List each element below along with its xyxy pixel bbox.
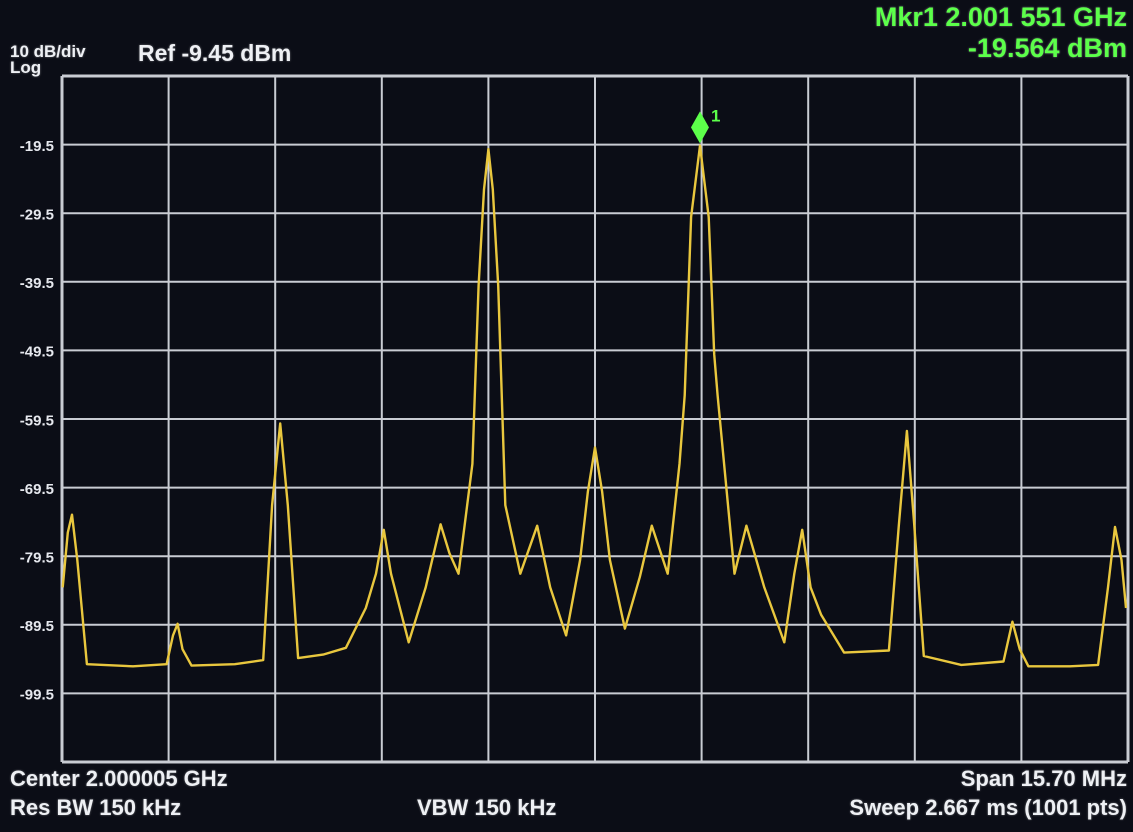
scale-mode: Log	[10, 58, 42, 77]
marker-number: 1	[711, 106, 720, 125]
y-tick-label: -99.5	[20, 687, 54, 704]
y-tick-label: -69.5	[20, 481, 54, 498]
video-bandwidth: VBW 150 kHz	[417, 795, 557, 820]
center-frequency: Center 2.000005 GHz	[10, 766, 228, 791]
y-tick-label: -29.5	[20, 207, 54, 224]
y-tick-label: -79.5	[20, 550, 54, 567]
y-tick-label: -19.5	[20, 138, 54, 155]
marker-frequency-readout: Mkr1 2.001 551 GHz	[874, 2, 1127, 32]
scale-per-div: 10 dB/div	[10, 42, 86, 61]
marker-amplitude-readout: -19.564 dBm	[967, 33, 1127, 63]
y-tick-label: -49.5	[20, 344, 54, 361]
scale-label: 10 dB/div Log	[10, 42, 86, 77]
resolution-bandwidth: Res BW 150 kHz	[10, 795, 182, 820]
sweep-time: Sweep 2.667 ms (1001 pts)	[849, 795, 1127, 820]
y-tick-label: -59.5	[20, 412, 54, 429]
y-tick-labels: -19.5 -29.5 -39.5 -49.5 -59.5 -69.5 -79.5 -89.5…	[20, 138, 54, 704]
marker-1: 1	[690, 106, 720, 144]
reference-level: Ref -9.45 dBm	[138, 40, 292, 66]
grid	[60, 74, 1130, 764]
spectrum-trace	[61, 144, 1128, 668]
marker-diamond-icon	[690, 111, 709, 144]
span: Span 15.70 MHz	[960, 766, 1127, 791]
y-tick-label: -89.5	[20, 618, 54, 635]
y-tick-label: -39.5	[20, 275, 54, 292]
